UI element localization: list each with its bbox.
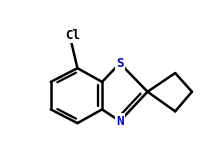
Text: S: S: [116, 57, 124, 70]
Text: N: N: [116, 115, 124, 128]
Text: Cl: Cl: [65, 29, 80, 42]
